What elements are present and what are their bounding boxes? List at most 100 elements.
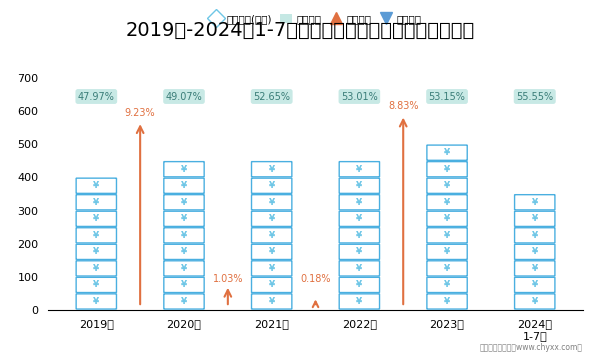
Text: ¥: ¥ [532,281,538,289]
FancyBboxPatch shape [514,294,555,309]
FancyBboxPatch shape [339,178,380,193]
Text: ¥: ¥ [269,165,275,174]
FancyBboxPatch shape [251,294,292,309]
Text: ¥: ¥ [93,231,99,240]
Text: ¥: ¥ [181,198,187,207]
Text: ¥: ¥ [181,181,187,190]
Text: ¥: ¥ [356,165,362,174]
Text: ¥: ¥ [444,198,450,207]
FancyBboxPatch shape [514,277,555,293]
FancyBboxPatch shape [251,178,292,193]
Text: ¥: ¥ [93,297,99,306]
Text: ¥: ¥ [181,297,187,306]
Text: ¥: ¥ [444,181,450,190]
Text: ¥: ¥ [93,214,99,223]
Text: ¥: ¥ [181,165,187,174]
FancyBboxPatch shape [427,211,467,226]
Text: 8.83%: 8.83% [388,101,418,111]
Legend: 累计保费(亿元), 寿险占比, 同比增加, 同比减少: 累计保费(亿元), 寿险占比, 同比增加, 同比减少 [206,10,426,28]
Text: ¥: ¥ [532,198,538,207]
Text: ¥: ¥ [532,297,538,306]
FancyBboxPatch shape [427,261,467,276]
FancyBboxPatch shape [427,145,467,160]
FancyBboxPatch shape [251,244,292,260]
FancyBboxPatch shape [164,162,204,177]
FancyBboxPatch shape [251,162,292,177]
Text: 2019年-2024年1-7月甘肃省累计原保险保费收入统计图: 2019年-2024年1-7月甘肃省累计原保险保费收入统计图 [126,21,475,40]
Text: ¥: ¥ [444,264,450,273]
Text: ¥: ¥ [356,214,362,223]
Text: 55.55%: 55.55% [516,91,554,101]
FancyBboxPatch shape [427,294,467,309]
FancyBboxPatch shape [514,244,555,260]
Text: 1.03%: 1.03% [213,274,243,284]
Text: 52.65%: 52.65% [253,91,290,101]
Text: ¥: ¥ [356,231,362,240]
Text: ¥: ¥ [93,281,99,289]
FancyBboxPatch shape [339,261,380,276]
Text: 49.07%: 49.07% [166,91,203,101]
Text: ¥: ¥ [269,281,275,289]
Text: 制图：智研咨询（www.chyxx.com）: 制图：智研咨询（www.chyxx.com） [480,344,583,352]
FancyBboxPatch shape [251,261,292,276]
FancyBboxPatch shape [164,244,204,260]
FancyBboxPatch shape [76,261,117,276]
FancyBboxPatch shape [514,195,555,210]
Text: ¥: ¥ [181,264,187,273]
FancyBboxPatch shape [251,195,292,210]
Text: ¥: ¥ [269,297,275,306]
Text: ¥: ¥ [93,264,99,273]
FancyBboxPatch shape [339,228,380,243]
FancyBboxPatch shape [427,178,467,193]
FancyBboxPatch shape [76,178,117,193]
Text: ¥: ¥ [444,165,450,174]
Text: ¥: ¥ [181,214,187,223]
Text: 53.01%: 53.01% [341,91,378,101]
FancyBboxPatch shape [339,162,380,177]
FancyBboxPatch shape [164,178,204,193]
FancyBboxPatch shape [251,228,292,243]
Text: 47.97%: 47.97% [78,91,115,101]
FancyBboxPatch shape [164,195,204,210]
FancyBboxPatch shape [76,244,117,260]
FancyBboxPatch shape [514,261,555,276]
FancyBboxPatch shape [514,211,555,226]
Text: ¥: ¥ [269,198,275,207]
FancyBboxPatch shape [427,162,467,177]
Text: ¥: ¥ [532,264,538,273]
Text: ¥: ¥ [181,231,187,240]
Text: 53.15%: 53.15% [429,91,466,101]
FancyBboxPatch shape [76,195,117,210]
FancyBboxPatch shape [514,228,555,243]
FancyBboxPatch shape [339,244,380,260]
Text: ¥: ¥ [93,247,99,256]
Text: 0.18%: 0.18% [300,274,331,284]
Text: ¥: ¥ [532,247,538,256]
FancyBboxPatch shape [164,211,204,226]
Text: 9.23%: 9.23% [125,108,156,118]
Text: ¥: ¥ [444,247,450,256]
Text: ¥: ¥ [532,231,538,240]
FancyBboxPatch shape [427,244,467,260]
Text: ¥: ¥ [444,148,450,157]
FancyBboxPatch shape [164,261,204,276]
FancyBboxPatch shape [76,211,117,226]
Text: ¥: ¥ [356,247,362,256]
FancyBboxPatch shape [427,228,467,243]
Text: ¥: ¥ [269,264,275,273]
Text: ¥: ¥ [444,281,450,289]
Text: ¥: ¥ [356,281,362,289]
Text: ¥: ¥ [93,198,99,207]
FancyBboxPatch shape [339,211,380,226]
Text: ¥: ¥ [269,247,275,256]
FancyBboxPatch shape [76,228,117,243]
Text: ¥: ¥ [444,297,450,306]
Text: ¥: ¥ [356,181,362,190]
FancyBboxPatch shape [164,294,204,309]
Text: ¥: ¥ [269,231,275,240]
Text: ¥: ¥ [269,214,275,223]
FancyBboxPatch shape [339,195,380,210]
FancyBboxPatch shape [76,294,117,309]
FancyBboxPatch shape [76,277,117,293]
FancyBboxPatch shape [339,294,380,309]
